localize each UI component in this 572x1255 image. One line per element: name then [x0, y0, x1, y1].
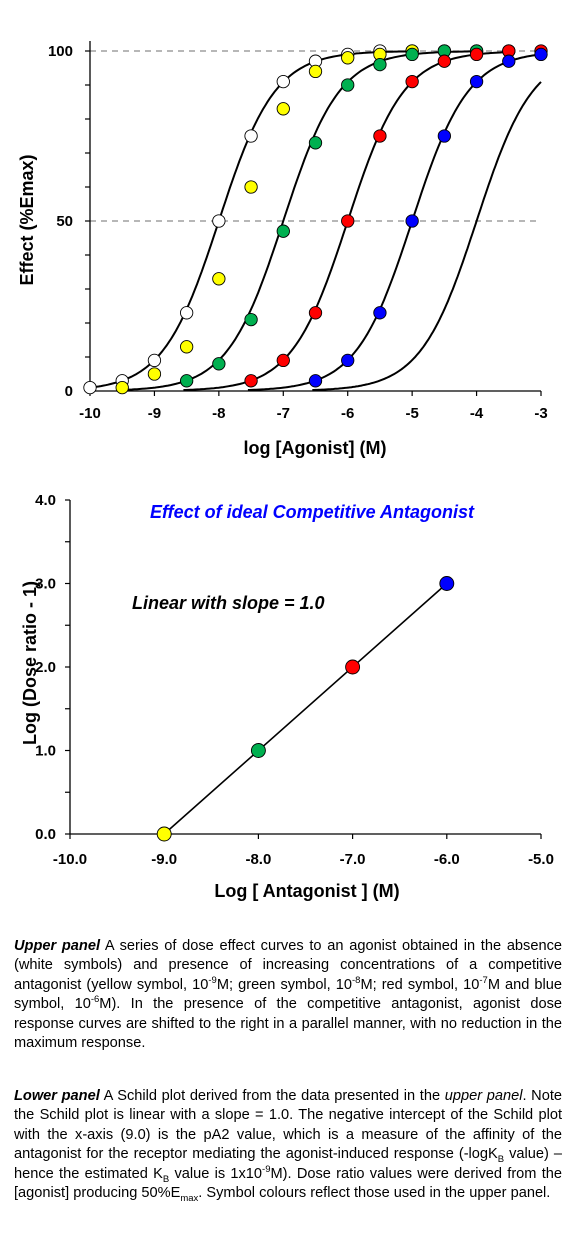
- data-point: [406, 215, 418, 227]
- x-tick-label: -4: [470, 405, 484, 422]
- data-point: [342, 52, 354, 64]
- x-axis-title: log [Agonist] (M): [244, 438, 387, 458]
- upper-panel-caption: Upper panel A series of dose effect curv…: [14, 937, 562, 1053]
- y-tick-label: 0.0: [35, 826, 56, 843]
- data-point: [277, 103, 289, 115]
- data-point: [309, 307, 321, 319]
- dose-response-chart: -10 -9 -8 -7 -6 -5 -4 -3 0 50 100 log [Agonist] (M…: [0, 0, 572, 470]
- data-point: [438, 55, 450, 67]
- data-point: [470, 48, 482, 60]
- y-tick-label: 100: [48, 43, 73, 60]
- fit-line: [164, 584, 447, 835]
- slope-annotation: Linear with slope = 1.0: [132, 593, 325, 613]
- data-point: [213, 358, 225, 370]
- x-tick-label: -7.0: [340, 851, 366, 868]
- data-point: [245, 130, 257, 142]
- lower-panel-caption: Lower panel A Schild plot derived from t…: [14, 1087, 562, 1203]
- data-point: [406, 75, 418, 87]
- x-tick-label: -6.0: [434, 851, 460, 868]
- data-point: [374, 307, 386, 319]
- tick-labels: -10.0 -9.0 -8.0 -7.0 -6.0 -5.00.01.02.03.04.0: [35, 492, 554, 868]
- data-point: [180, 307, 192, 319]
- data-point: [503, 55, 515, 67]
- x-tick-label: -8.0: [245, 851, 271, 868]
- x-tick-label: -3: [534, 405, 547, 422]
- data-point: [440, 577, 454, 591]
- data-point: [116, 381, 128, 393]
- x-tick-label: -9: [148, 405, 161, 422]
- x-tick-label: -8: [212, 405, 225, 422]
- chart-title: Effect of ideal Competitive Antagonist: [150, 502, 475, 522]
- data-point: [148, 354, 160, 366]
- axes: [65, 500, 541, 839]
- schild-fit-line: [164, 584, 447, 835]
- data-point: [374, 58, 386, 70]
- data-point: [438, 130, 450, 142]
- data-point: [374, 130, 386, 142]
- x-tick-label: -10.0: [53, 851, 87, 868]
- fitted-curve: [312, 82, 541, 390]
- x-tick-label: -6: [341, 405, 354, 422]
- data-point: [535, 48, 547, 60]
- data-point: [277, 225, 289, 237]
- data-point: [346, 660, 360, 674]
- data-point: [180, 341, 192, 353]
- data-point: [251, 744, 265, 758]
- data-point: [342, 79, 354, 91]
- data-point: [157, 827, 171, 841]
- y-axis-title: Effect (%Emax): [17, 154, 37, 285]
- axes: [85, 41, 541, 396]
- y-axis-title: Log (Dose ratio - 1): [20, 581, 40, 745]
- data-point: [213, 215, 225, 227]
- x-tick-label: -10: [79, 405, 101, 422]
- x-tick-label: -5.0: [528, 851, 554, 868]
- y-tick-label: 4.0: [35, 492, 56, 509]
- data-point: [406, 48, 418, 60]
- data-point: [277, 354, 289, 366]
- y-tick-label: 50: [56, 213, 73, 230]
- data-point: [84, 381, 96, 393]
- caption-heading: Lower panel: [14, 1088, 100, 1104]
- x-tick-label: -9.0: [151, 851, 177, 868]
- schild-plot: -10.0 -9.0 -8.0 -7.0 -6.0 -5.00.01.02.03.04.0…: [0, 470, 572, 910]
- caption-heading: Upper panel: [14, 938, 100, 954]
- data-point: [309, 137, 321, 149]
- data-point: [213, 273, 225, 285]
- data-point: [342, 215, 354, 227]
- data-point: [309, 375, 321, 387]
- data-point: [277, 75, 289, 87]
- x-tick-label: -5: [405, 405, 418, 422]
- data-point: [148, 368, 160, 380]
- x-tick-label: -7: [277, 405, 290, 422]
- data-point: [180, 375, 192, 387]
- data-point: [342, 354, 354, 366]
- data-point: [470, 75, 482, 87]
- data-point: [245, 375, 257, 387]
- data-point: [245, 313, 257, 325]
- x-axis-title: Log [ Antagonist ] (M): [214, 881, 399, 901]
- y-tick-label: 0: [65, 383, 73, 400]
- data-point: [245, 181, 257, 193]
- data-point: [309, 65, 321, 77]
